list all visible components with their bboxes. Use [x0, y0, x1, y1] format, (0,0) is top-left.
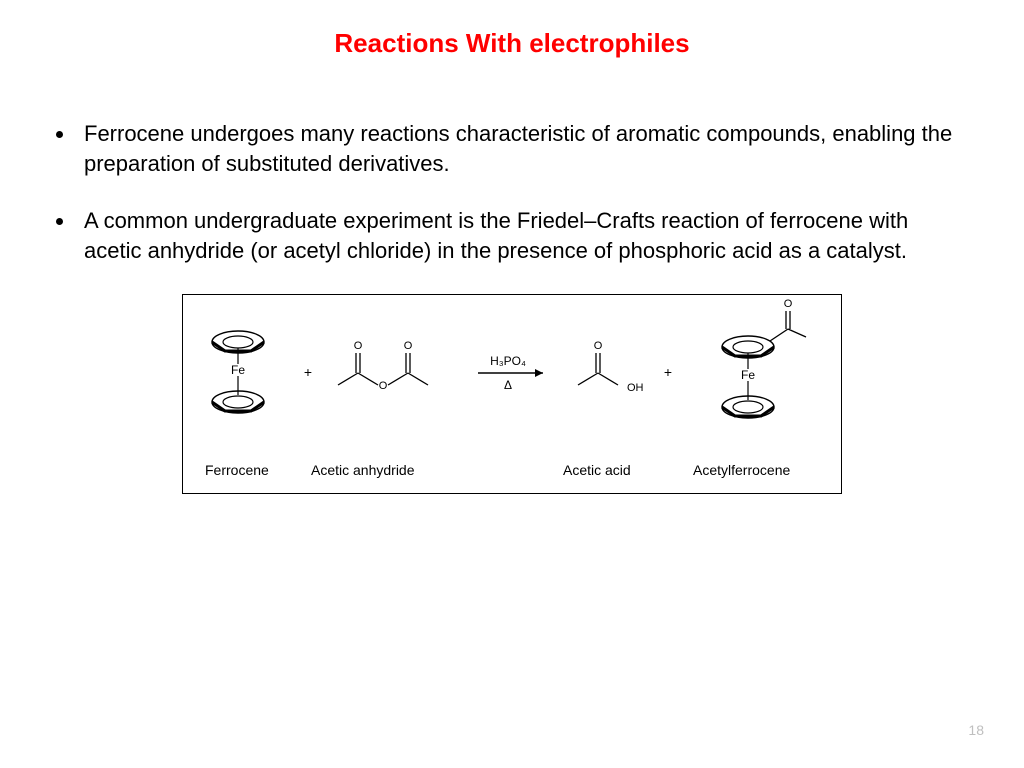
- reagent-top: H₃PO₄: [490, 354, 526, 368]
- plus-sign: +: [664, 364, 672, 380]
- svg-text:OH: OH: [627, 382, 644, 394]
- svg-text:O: O: [594, 340, 603, 352]
- page-number: 18: [968, 722, 984, 738]
- acetic-anhydride-structure: O O O: [338, 340, 428, 392]
- fe-atom: Fe: [231, 363, 245, 377]
- svg-text:O: O: [404, 340, 413, 352]
- reaction-diagram: Fe + O O: [182, 294, 842, 494]
- fe-atom: Fe: [741, 368, 755, 382]
- slide-title: Reactions With electrophiles: [0, 0, 1024, 59]
- plus-sign: +: [304, 364, 312, 380]
- label-acetic-anhydride: Acetic anhydride: [311, 462, 415, 478]
- acetylferrocene-structure: O Fe: [722, 298, 806, 418]
- bullet-list: Ferrocene undergoes many reactions chara…: [0, 59, 1024, 266]
- svg-text:O: O: [784, 298, 793, 310]
- reaction-arrow: H₃PO₄ Δ: [478, 354, 543, 392]
- label-acetic-acid: Acetic acid: [563, 462, 631, 478]
- svg-text:O: O: [379, 380, 388, 392]
- bullet-item: A common undergraduate experiment is the…: [76, 206, 968, 265]
- ferrocene-structure: Fe: [212, 331, 264, 413]
- bullet-item: Ferrocene undergoes many reactions chara…: [76, 119, 968, 178]
- svg-text:O: O: [354, 340, 363, 352]
- acetic-acid-structure: O OH: [578, 340, 644, 394]
- label-acetylferrocene: Acetylferrocene: [693, 462, 790, 478]
- label-ferrocene: Ferrocene: [205, 462, 269, 478]
- reaction-svg: Fe + O O: [183, 295, 843, 495]
- reagent-bottom: Δ: [504, 378, 512, 392]
